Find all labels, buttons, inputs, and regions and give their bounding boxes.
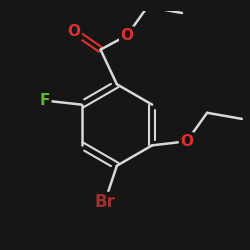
Text: O: O <box>68 24 80 39</box>
Text: O: O <box>120 28 134 43</box>
Text: F: F <box>40 93 50 108</box>
Text: Br: Br <box>94 194 115 212</box>
Text: O: O <box>180 134 193 149</box>
